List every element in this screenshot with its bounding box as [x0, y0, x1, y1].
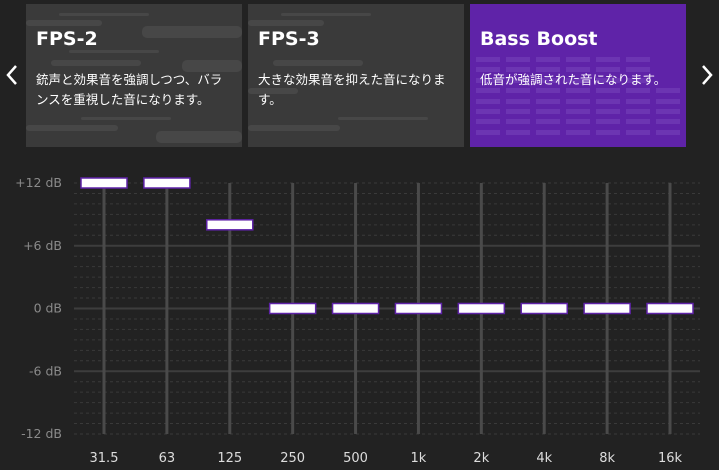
band-label: 4k [536, 451, 552, 466]
y-tick-label: +12 dB [15, 175, 62, 190]
chevron-left-icon [6, 65, 17, 85]
eq-slider-8k[interactable] [583, 183, 631, 434]
preset-description: 低音が強調された音になります。 [480, 72, 667, 87]
preset-title: FPS-3 [258, 28, 320, 50]
slider-thumb[interactable] [143, 177, 191, 189]
y-tick-label: -12 dB [21, 426, 62, 441]
y-tick-label: 0 dB [34, 301, 62, 316]
band-label: 500 [343, 451, 368, 466]
preset-card-fps-2[interactable]: FPS-2 銃声と効果音を強調しつつ、バランスを重視した音になります。 [26, 4, 242, 147]
slider-thumb[interactable] [520, 302, 568, 315]
eq-slider-16k[interactable] [646, 183, 694, 434]
y-tick-label: +6 dB [23, 238, 62, 253]
eq-slider-1k[interactable] [394, 183, 443, 434]
band-label: 16k [658, 451, 683, 466]
band-label: 125 [217, 451, 242, 466]
preset-description: 大きな効果音を抑えた音になります。 [258, 72, 446, 107]
previous-preset-button[interactable] [2, 60, 22, 90]
eq-slider-63[interactable] [143, 177, 191, 434]
y-tick-label: -6 dB [29, 363, 62, 378]
preset-card-bass-boost[interactable]: Bass Boost 低音が強調された音になります。 [470, 4, 686, 147]
slider-thumb[interactable] [646, 302, 694, 315]
eq-slider-125[interactable] [206, 183, 254, 434]
slider-thumb[interactable] [394, 302, 443, 315]
next-preset-button[interactable] [697, 60, 717, 90]
equalizer-chart: +12 dB +6 dB 0 dB -6 dB -12 dB 31.5 63 125 250 50… [15, 175, 700, 466]
slider-thumb[interactable] [206, 219, 254, 231]
slider-thumb[interactable] [457, 302, 506, 315]
preset-title: FPS-2 [36, 28, 98, 50]
eq-slider-2k[interactable] [457, 183, 506, 434]
slider-thumb[interactable] [80, 177, 128, 189]
slider-thumb[interactable] [268, 302, 317, 315]
band-label: 63 [159, 451, 176, 466]
eq-slider-250[interactable] [268, 183, 317, 434]
band-label: 250 [280, 451, 305, 466]
slider-thumb[interactable] [583, 302, 631, 315]
eq-slider-31.5[interactable] [80, 177, 128, 434]
eq-slider-4k[interactable] [520, 183, 568, 434]
band-label: 8k [599, 451, 615, 466]
eq-slider-500[interactable] [331, 183, 380, 434]
preset-card-fps-3[interactable]: FPS-3 大きな効果音を抑えた音になります。 [248, 4, 464, 147]
band-label: 1k [411, 451, 427, 466]
preset-description: 銃声と効果音を強調しつつ、バランスを重視した音になります。 [36, 72, 223, 107]
band-label: 31.5 [90, 451, 119, 466]
band-label: 2k [473, 451, 489, 466]
preset-title: Bass Boost [480, 28, 598, 50]
chevron-right-icon [702, 65, 713, 85]
slider-thumb[interactable] [331, 302, 380, 315]
